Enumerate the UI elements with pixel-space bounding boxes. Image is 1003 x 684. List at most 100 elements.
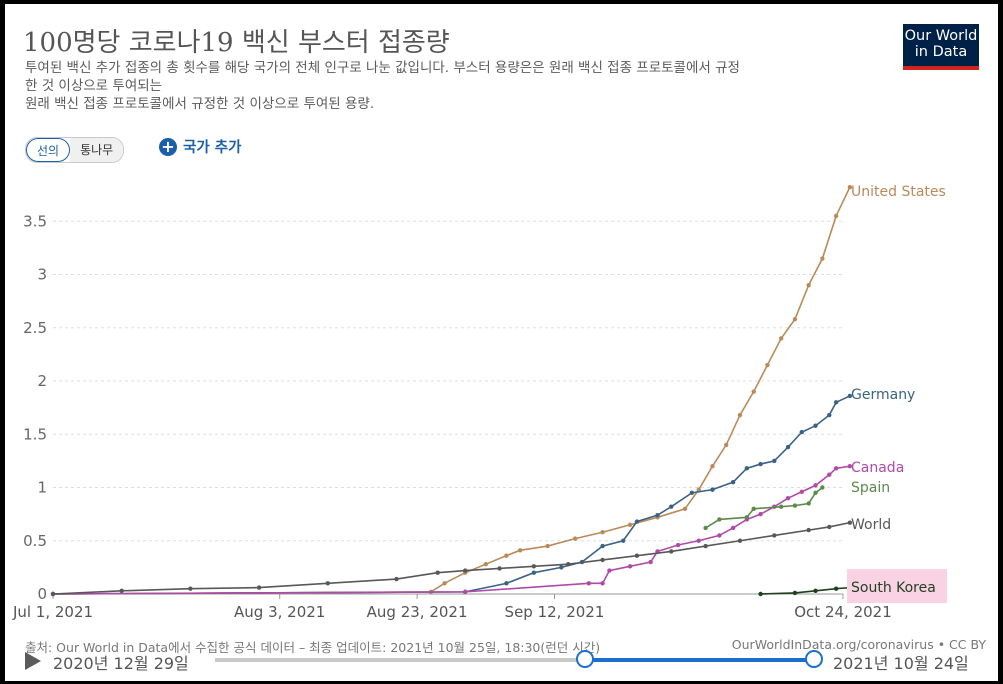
- data-point: [655, 512, 660, 518]
- add-country-button[interactable]: + 국가 추가: [159, 136, 241, 157]
- data-point: [758, 511, 763, 517]
- data-point: [627, 564, 633, 569]
- subtitle-line-3: 원래 백신 접종 프로토콜에서 규정한 것 이상으로 투여된 용량.: [25, 96, 375, 112]
- page-subtitle: 투여된 백신 추가 접종의 총 횟수를 해당 국가의 전체 인구로 나눈 값입니…: [25, 59, 905, 113]
- y-tick-label: 0.5: [23, 532, 47, 550]
- y-tick-label: 1.5: [23, 425, 47, 443]
- data-point: [634, 553, 640, 558]
- data-point: [813, 588, 818, 594]
- y-tick-label: 0: [37, 585, 47, 603]
- data-point: [847, 393, 853, 399]
- source-url-link[interactable]: OurWorldInData.org/coronavirus • CC BY: [731, 637, 986, 652]
- data-point: [119, 588, 124, 594]
- data-point: [847, 184, 853, 190]
- data-point: [833, 213, 839, 219]
- tab-log[interactable]: 통나무: [70, 138, 124, 162]
- data-point: [648, 559, 653, 565]
- page-title: 100명당 코로나19 백신 부스터 접종량: [23, 28, 450, 58]
- timeline-track[interactable]: [215, 658, 815, 662]
- data-point: [751, 506, 756, 512]
- data-point: [772, 533, 777, 538]
- series-label[interactable]: South Korea: [851, 580, 936, 596]
- series-line-spain: [705, 486, 823, 529]
- data-point: [517, 548, 523, 553]
- series-label[interactable]: United States: [851, 184, 946, 200]
- play-icon[interactable]: [25, 652, 41, 670]
- x-tick-label: Aug 3, 2021: [234, 603, 325, 621]
- data-point: [744, 466, 750, 471]
- timeline-end-label: 2021년 10월 24일: [833, 654, 969, 673]
- x-tick-label: Jul 1, 2021: [12, 603, 93, 621]
- data-point: [806, 527, 811, 533]
- data-point: [682, 506, 688, 512]
- series-line-world: [52, 521, 851, 595]
- data-point: [669, 549, 674, 554]
- y-tick-label: 2: [37, 372, 47, 390]
- data-point: [813, 483, 818, 488]
- data-point: [531, 570, 537, 575]
- data-point: [559, 565, 564, 570]
- data-point: [710, 487, 715, 492]
- data-point: [483, 561, 488, 567]
- data-point: [778, 336, 784, 341]
- series-line-united-states: [52, 186, 851, 595]
- data-point: [188, 586, 193, 591]
- data-point: [792, 317, 798, 322]
- series-label[interactable]: Spain: [851, 480, 890, 496]
- data-point: [833, 586, 839, 591]
- data-point: [586, 581, 592, 586]
- data-point: [833, 466, 839, 471]
- data-point: [545, 543, 550, 549]
- data-point: [758, 461, 763, 467]
- timeline-bar: 2020년 12월 29일 2021년 10월 24일: [5, 644, 998, 680]
- data-point: [710, 464, 715, 469]
- x-axis: Jul 1, 2021 Aug 3, 2021 Aug 23, 2021 Sep 12…: [12, 593, 892, 621]
- chart-frame: 100명당 코로나19 백신 부스터 접종량 투여된 백신 추가 접종의 총 횟…: [5, 4, 998, 681]
- data-point: [827, 412, 832, 418]
- source-note: 출처: Our World in Data에서 수집한 공식 데이터 – 최종 …: [25, 640, 601, 655]
- data-point: [600, 557, 605, 563]
- data-point: [572, 536, 578, 541]
- data-point: [531, 564, 537, 569]
- series-group: [50, 184, 853, 597]
- x-tick-label: Sep 12, 2021: [505, 603, 605, 621]
- series-label[interactable]: World: [851, 517, 891, 533]
- data-point: [833, 400, 839, 405]
- data-point: [627, 522, 633, 527]
- data-point: [462, 568, 468, 573]
- data-point: [634, 519, 640, 524]
- data-point: [758, 591, 763, 597]
- tab-linear[interactable]: 선의: [26, 138, 71, 162]
- data-point: [442, 581, 447, 586]
- data-point: [730, 525, 736, 531]
- logo-line-1: Our World: [904, 28, 978, 44]
- data-point: [847, 520, 853, 525]
- data-point: [497, 566, 502, 571]
- data-point: [737, 538, 743, 543]
- data-point: [620, 538, 626, 543]
- timeline-start-handle[interactable]: [576, 650, 594, 668]
- data-point: [696, 538, 701, 543]
- data-point: [813, 490, 818, 496]
- data-point: [847, 464, 853, 469]
- highlight-box: [847, 569, 947, 603]
- data-point: [778, 504, 784, 509]
- data-point: [820, 256, 825, 261]
- data-point: [737, 412, 743, 418]
- y-tick-label: 3.5: [23, 212, 47, 230]
- series-labels: United States Germany Canada Spain World Sout…: [847, 184, 947, 603]
- data-point: [730, 479, 736, 485]
- subtitle-line-2: 한 것 이상으로 투여되는: [25, 78, 163, 94]
- data-point: [675, 542, 681, 548]
- x-tick-label: Oct 24, 2021: [794, 603, 892, 621]
- data-point: [600, 530, 605, 535]
- line-chart: 0 0.5 1 1.5 2 2.5 3 3.5 Jul 1, 2021 Aug 3, 2021 A…: [12, 184, 947, 621]
- grid-lines: [53, 220, 843, 595]
- series-label[interactable]: Canada: [851, 460, 904, 476]
- owid-logo[interactable]: Our World in Data: [903, 24, 979, 70]
- data-point: [50, 591, 56, 597]
- timeline-end-handle[interactable]: [805, 650, 823, 668]
- data-point: [566, 561, 571, 567]
- series-label[interactable]: Germany: [851, 387, 915, 403]
- data-point: [669, 504, 674, 509]
